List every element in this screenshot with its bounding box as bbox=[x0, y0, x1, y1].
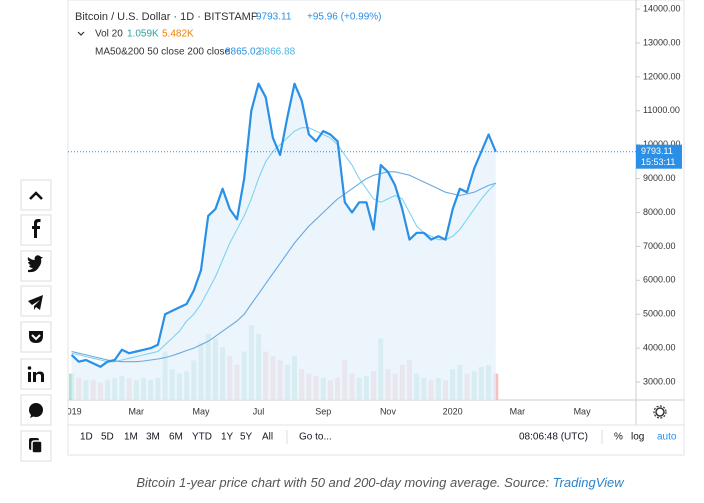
volume-bar bbox=[69, 373, 75, 400]
scale-option[interactable]: auto bbox=[657, 432, 677, 443]
volume-last: 1.059K bbox=[127, 29, 159, 40]
x-tick-label: May bbox=[193, 406, 211, 416]
last-price-tag-time: 15:53:11 bbox=[641, 157, 675, 167]
y-tick-label: 3000.00 bbox=[643, 376, 676, 386]
ma200-value: 8866.88 bbox=[259, 47, 296, 58]
x-tick-label: May bbox=[574, 406, 592, 416]
twitter-button[interactable] bbox=[20, 250, 52, 282]
last-price: 9793.11 bbox=[256, 12, 292, 23]
telegram-button[interactable] bbox=[20, 285, 52, 317]
price-area bbox=[71, 83, 496, 400]
x-tick-label: Mar bbox=[510, 406, 526, 416]
range-button[interactable]: 1Y bbox=[221, 432, 234, 443]
y-tick-label: 14000.00 bbox=[643, 3, 681, 13]
plot: 2019 Mar May Jul Sep Nov 2020 Mar May bbox=[62, 82, 636, 416]
y-tick-label: 8000.00 bbox=[643, 207, 676, 217]
y-tick-label: 5000.00 bbox=[643, 309, 676, 319]
x-tick-label: Mar bbox=[129, 406, 145, 416]
collapse-toggle[interactable] bbox=[77, 31, 85, 36]
last-price-tag-label: 9793.11 bbox=[641, 146, 673, 156]
ma-line bbox=[71, 171, 496, 363]
y-tick-label: 6000.00 bbox=[643, 275, 676, 285]
volume-average: 5.482K bbox=[162, 29, 194, 40]
y-tick-label: 12000.00 bbox=[643, 71, 681, 81]
range-button[interactable]: 5D bbox=[101, 432, 114, 443]
chart-title: Bitcoin / U.S. Dollar · 1D · BITSTAMP bbox=[75, 11, 258, 23]
price-change: +95.96 (+0.99%) bbox=[307, 12, 382, 23]
y-tick-label: 9000.00 bbox=[643, 173, 676, 183]
ma50-value: 8865.02 bbox=[225, 47, 262, 58]
scale-option[interactable]: % bbox=[614, 432, 623, 443]
range-button[interactable]: 5Y bbox=[240, 432, 253, 443]
goto-button[interactable]: Go to... bbox=[299, 432, 332, 443]
last-price-tag bbox=[636, 144, 682, 169]
x-tick-label: Sep bbox=[315, 406, 331, 416]
caption-text: Bitcoin 1-year price chart with 50 and 2… bbox=[136, 475, 552, 490]
share-buttons bbox=[20, 179, 52, 462]
range-button[interactable]: All bbox=[262, 432, 273, 443]
price-line bbox=[70, 82, 497, 368]
caption-link[interactable]: TradingView bbox=[553, 475, 626, 490]
y-tick-label: 7000.00 bbox=[643, 241, 676, 251]
whatsapp-button[interactable] bbox=[20, 394, 52, 426]
range-button[interactable]: 1D bbox=[80, 432, 93, 443]
volume-title: Vol 20 bbox=[95, 29, 123, 40]
scroll-up-button[interactable] bbox=[20, 179, 52, 211]
scale-option[interactable]: log bbox=[631, 432, 644, 443]
range-button[interactable]: 6M bbox=[169, 432, 183, 443]
y-tick-label: 10000.00 bbox=[643, 139, 681, 149]
range-button[interactable]: 1M bbox=[124, 432, 138, 443]
facebook-button[interactable] bbox=[20, 214, 52, 246]
clock: 08:06:48 (UTC) bbox=[519, 432, 588, 443]
pocket-button[interactable] bbox=[20, 321, 52, 353]
settings-button[interactable] bbox=[653, 405, 667, 419]
range-button[interactable]: YTD bbox=[192, 432, 212, 443]
y-tick-label: 11000.00 bbox=[643, 105, 680, 115]
x-tick-label: Nov bbox=[380, 406, 397, 416]
copy-button[interactable] bbox=[20, 430, 52, 462]
x-tick-label: 2019 bbox=[62, 406, 82, 416]
range-button[interactable]: 3M bbox=[146, 432, 160, 443]
caption: Bitcoin 1-year price chart with 50 and 2… bbox=[136, 475, 625, 490]
indicator-title: MA50&200 50 close 200 close bbox=[95, 47, 231, 58]
linkedin-button[interactable] bbox=[20, 358, 52, 390]
y-tick-label: 13000.00 bbox=[643, 37, 681, 47]
x-tick-label: 2020 bbox=[443, 406, 463, 416]
x-tick-label: Jul bbox=[253, 406, 265, 416]
y-tick-label: 4000.00 bbox=[643, 342, 676, 352]
